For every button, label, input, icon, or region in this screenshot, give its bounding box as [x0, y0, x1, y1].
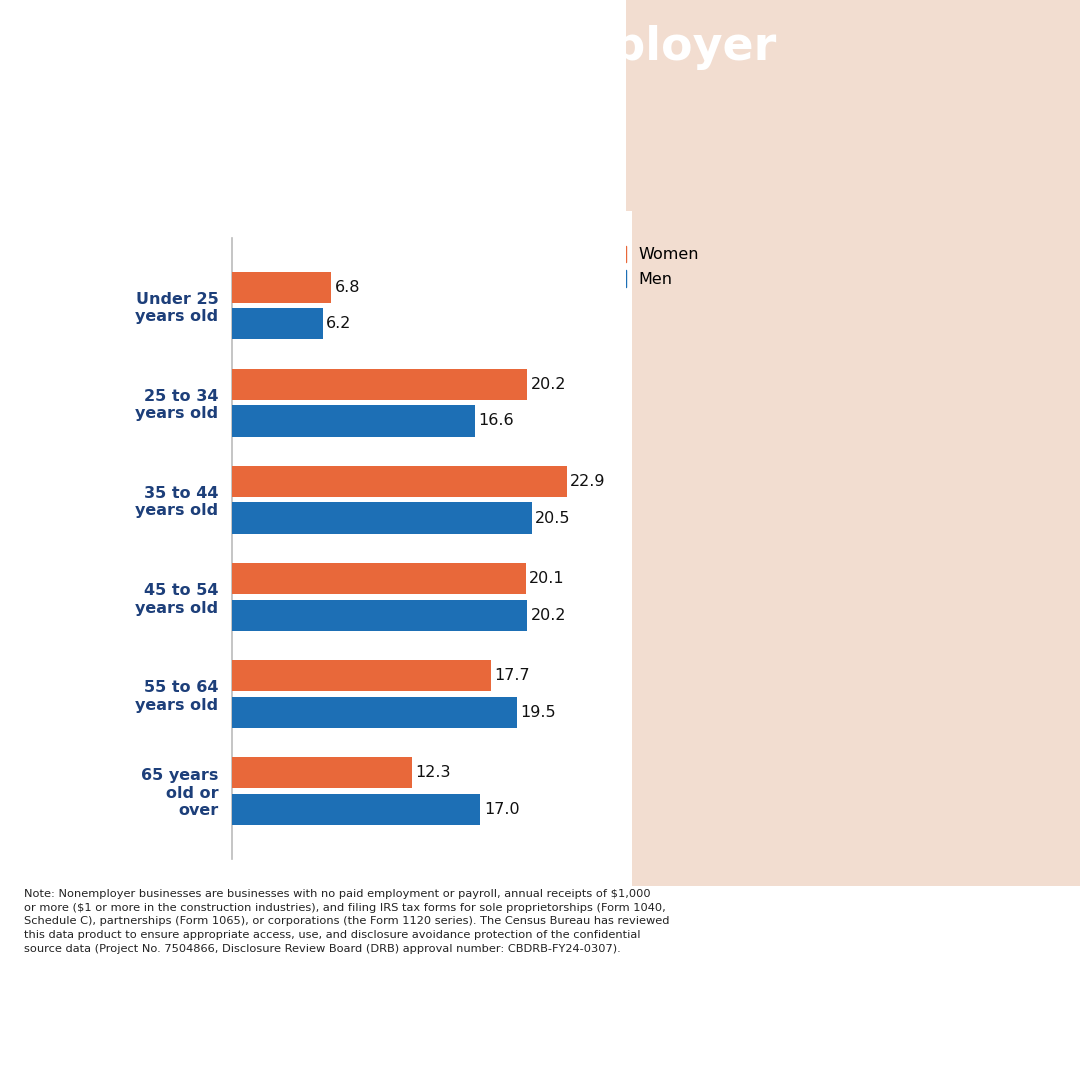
Bar: [232, 502, 531, 534]
Bar: [232, 599, 527, 631]
Text: 12.3: 12.3: [416, 765, 451, 780]
Text: 17.7: 17.7: [495, 667, 530, 683]
Text: 20.2: 20.2: [530, 608, 566, 622]
Text: 16.6: 16.6: [478, 414, 514, 429]
FancyBboxPatch shape: [632, 211, 1080, 886]
Text: Source: 2021 Nonemployer Statistics
by Demographics,
<www.census.gov/programs-su: Source: 2021 Nonemployer Statistics by D…: [685, 1000, 1053, 1049]
FancyBboxPatch shape: [626, 0, 1080, 211]
Text: Note: Nonemployer businesses are businesses with no paid employment or payroll, : Note: Nonemployer businesses are busines…: [24, 889, 670, 954]
Text: Bureau: Bureau: [146, 1057, 190, 1070]
Text: U.S. Department of Commerce: U.S. Department of Commerce: [246, 996, 522, 1011]
Text: 20.5: 20.5: [536, 511, 570, 526]
Text: 20.2: 20.2: [530, 377, 566, 392]
Text: Distribution of Nonemployer
Business Owners: Distribution of Nonemployer Business Own…: [38, 25, 777, 119]
Text: Census: Census: [24, 1016, 180, 1054]
Bar: [232, 697, 517, 728]
Text: United States®: United States®: [27, 1000, 119, 1013]
Bar: [232, 271, 332, 302]
Text: 19.5: 19.5: [521, 704, 556, 719]
Text: 20.1: 20.1: [529, 570, 565, 585]
Text: Percentages Represented by Age and Sex: Percentages Represented by Age and Sex: [38, 153, 503, 174]
Bar: [232, 368, 527, 400]
Bar: [232, 563, 526, 594]
Bar: [232, 757, 411, 787]
Bar: [232, 660, 490, 691]
Bar: [232, 309, 323, 339]
Bar: [232, 465, 567, 497]
Text: 17.0: 17.0: [484, 801, 519, 816]
Text: 6.8: 6.8: [335, 280, 361, 295]
Text: 6.2: 6.2: [326, 316, 352, 332]
Bar: [232, 405, 474, 436]
Text: 22.9: 22.9: [570, 474, 606, 488]
Text: census.gov: census.gov: [246, 1055, 328, 1070]
Bar: [232, 794, 481, 825]
Text: U.S. CENSUS BUREAU: U.S. CENSUS BUREAU: [246, 1028, 374, 1042]
Legend: Women, Men: Women, Men: [602, 245, 699, 286]
